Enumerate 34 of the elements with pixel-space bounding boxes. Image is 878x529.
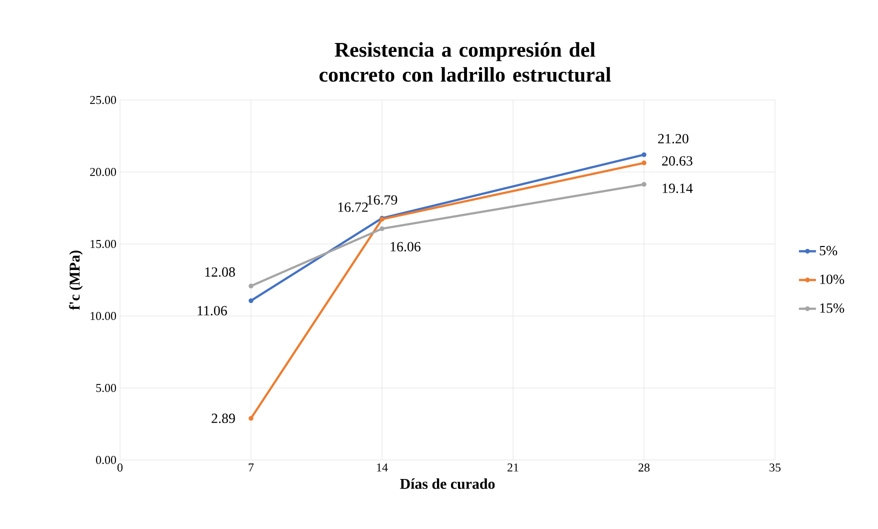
point (248, 416, 254, 421)
x-tick-label: 21 (508, 464, 518, 472)
chart-title: Resistencia a compresión del concreto con ladrillo estructural (319, 42, 611, 82)
y-tick-label: 10.00 (90, 312, 116, 320)
y-tick-label: 0.00 (96, 456, 116, 464)
data-label: 11.06 (198, 306, 227, 316)
data-label: 21.20 (658, 134, 688, 144)
x-tick-label: 28 (638, 464, 650, 472)
y-tick-label: 25.00 (90, 96, 116, 104)
data-label: 12.08 (205, 267, 235, 277)
data-label: 20.63 (662, 156, 692, 166)
legend-label: 10% (820, 274, 844, 284)
x-tick-label: 14 (377, 464, 388, 472)
data-label: 16.79 (368, 195, 398, 205)
y-tick-label: 20.00 (90, 168, 116, 176)
data-label: 16.72 (338, 202, 368, 212)
x-tick-label: 35 (770, 464, 781, 472)
point (380, 226, 384, 232)
y-tick-label: 15.00 (90, 240, 116, 248)
point (642, 152, 646, 158)
y-axis-title: f'c (MPa) (69, 250, 83, 310)
data-label: 2.89 (212, 414, 235, 424)
legend-label: 15% (820, 303, 844, 313)
x-tick-label: 7 (248, 464, 254, 472)
point (642, 182, 646, 187)
point (248, 298, 254, 304)
y-tick-label: 5.00 (96, 384, 116, 392)
point (248, 284, 254, 288)
legend-label: 5% (820, 246, 838, 256)
data-label: 19.14 (662, 184, 693, 194)
data-label: 16.06 (390, 242, 420, 252)
point (642, 160, 646, 166)
x-tick-label: 0 (117, 464, 123, 472)
x-axis-title: Días de curado (400, 478, 495, 489)
